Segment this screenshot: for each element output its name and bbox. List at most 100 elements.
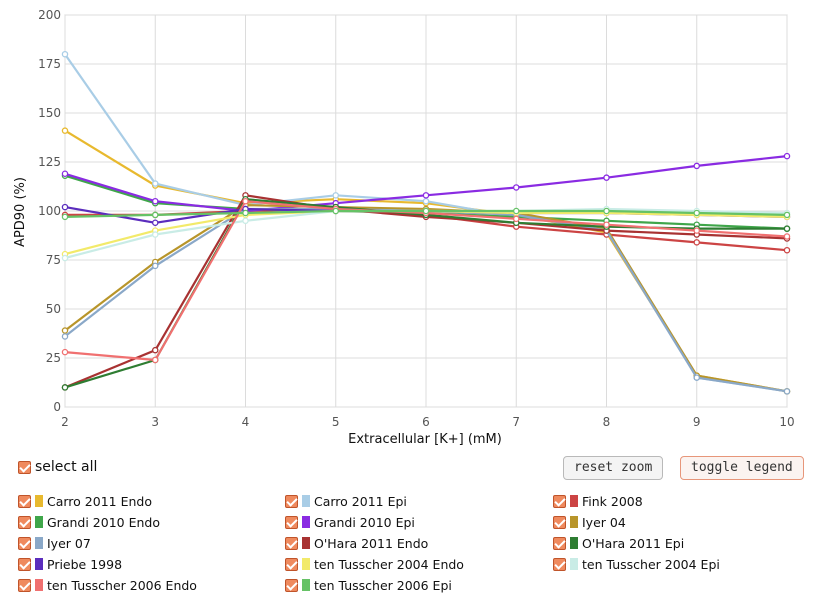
- legend-label: O'Hara 2011 Epi: [582, 535, 685, 551]
- legend-checkbox[interactable]: [285, 578, 298, 592]
- legend-checkbox[interactable]: [18, 494, 31, 508]
- data-point[interactable]: [693, 209, 701, 217]
- legend-swatch: [35, 516, 43, 528]
- chart-controls: select all reset zoom toggle legend: [0, 455, 828, 485]
- data-point[interactable]: [61, 348, 69, 356]
- legend-item[interactable]: ten Tusscher 2004 Endo: [285, 555, 464, 573]
- data-point[interactable]: [242, 217, 249, 225]
- data-point[interactable]: [151, 356, 159, 364]
- legend-label: Fink 2008: [582, 493, 643, 509]
- y-tick-label: 175: [38, 57, 61, 71]
- legend-label: ten Tusscher 2006 Endo: [47, 577, 197, 593]
- data-point[interactable]: [422, 197, 430, 205]
- legend-item[interactable]: Carro 2011 Endo: [18, 492, 152, 510]
- data-point[interactable]: [151, 231, 159, 238]
- legend-item[interactable]: ten Tusscher 2004 Epi: [553, 555, 720, 573]
- select-all-toggle[interactable]: select all: [18, 459, 97, 475]
- x-tick-label: 6: [422, 415, 430, 429]
- legend-checkbox[interactable]: [285, 557, 298, 571]
- legend-item[interactable]: Iyer 07: [18, 534, 91, 552]
- legend-label: Iyer 07: [47, 535, 91, 551]
- data-point[interactable]: [422, 207, 430, 215]
- data-point[interactable]: [603, 221, 610, 228]
- legend-item[interactable]: Grandi 2010 Endo: [18, 513, 160, 531]
- data-point[interactable]: [513, 184, 520, 191]
- series-ten-tusscher-2006-epi: [61, 207, 791, 221]
- data-point[interactable]: [151, 211, 159, 219]
- data-point[interactable]: [61, 50, 69, 58]
- legend-item[interactable]: ten Tusscher 2006 Endo: [18, 576, 197, 594]
- data-point[interactable]: [151, 180, 159, 187]
- y-axis-title: APD90 (%): [13, 177, 28, 247]
- data-point[interactable]: [242, 197, 249, 205]
- y-tick-label: 75: [46, 253, 61, 267]
- legend-label: Iyer 04: [582, 514, 626, 530]
- legend-checkbox[interactable]: [18, 515, 31, 529]
- y-tick-label: 50: [46, 302, 61, 316]
- data-point[interactable]: [603, 174, 610, 181]
- data-point[interactable]: [693, 227, 701, 234]
- data-point[interactable]: [61, 333, 69, 340]
- data-point[interactable]: [151, 219, 159, 227]
- data-point[interactable]: [693, 162, 701, 170]
- legend-checkbox[interactable]: [553, 494, 566, 508]
- y-tick-label: 0: [53, 400, 61, 414]
- legend-checkbox[interactable]: [18, 557, 31, 571]
- legend-item[interactable]: O'Hara 2011 Epi: [553, 534, 684, 552]
- legend-item[interactable]: Carro 2011 Epi: [285, 492, 407, 510]
- data-point[interactable]: [61, 170, 69, 178]
- select-all-checkbox[interactable]: [18, 460, 31, 474]
- reset-zoom-button[interactable]: reset zoom: [563, 456, 664, 480]
- legend-swatch: [35, 558, 43, 570]
- data-point[interactable]: [783, 233, 791, 240]
- data-point[interactable]: [61, 127, 69, 134]
- legend-item[interactable]: Iyer 04: [553, 513, 626, 531]
- data-point[interactable]: [61, 327, 69, 334]
- legend-swatch: [35, 579, 43, 591]
- data-point[interactable]: [603, 207, 610, 215]
- data-point[interactable]: [151, 262, 159, 270]
- legend-item[interactable]: Priebe 1998: [18, 555, 122, 573]
- data-point[interactable]: [783, 225, 791, 232]
- x-tick-label: 4: [242, 415, 250, 429]
- legend-checkbox[interactable]: [553, 536, 566, 550]
- data-point[interactable]: [513, 207, 520, 215]
- data-point[interactable]: [332, 207, 339, 215]
- data-point[interactable]: [242, 209, 249, 217]
- data-point[interactable]: [693, 374, 701, 381]
- data-point[interactable]: [693, 239, 701, 246]
- data-point[interactable]: [513, 215, 520, 223]
- data-point[interactable]: [61, 203, 69, 211]
- legend-swatch: [35, 537, 43, 549]
- legend-swatch: [570, 495, 578, 507]
- data-point[interactable]: [783, 388, 791, 395]
- data-point[interactable]: [332, 192, 339, 199]
- data-point[interactable]: [783, 211, 791, 219]
- legend-checkbox[interactable]: [18, 578, 31, 592]
- legend-label: Grandi 2010 Endo: [47, 514, 160, 530]
- toggle-legend-button[interactable]: toggle legend: [680, 456, 804, 480]
- data-point[interactable]: [422, 192, 430, 199]
- legend-item[interactable]: O'Hara 2011 Endo: [285, 534, 428, 552]
- legend-label: ten Tusscher 2004 Endo: [314, 556, 464, 572]
- legend-checkbox[interactable]: [553, 557, 566, 571]
- legend-checkbox[interactable]: [18, 536, 31, 550]
- data-point[interactable]: [61, 254, 69, 262]
- legend-checkbox[interactable]: [285, 536, 298, 550]
- legend-item[interactable]: Fink 2008: [553, 492, 643, 510]
- data-point[interactable]: [783, 152, 791, 160]
- data-point[interactable]: [151, 346, 159, 354]
- legend-swatch: [570, 516, 578, 528]
- legend-checkbox[interactable]: [285, 494, 298, 508]
- legend-swatch: [302, 537, 310, 549]
- legend-item[interactable]: ten Tusscher 2006 Epi: [285, 576, 452, 594]
- data-point[interactable]: [61, 384, 69, 391]
- data-point[interactable]: [151, 197, 159, 205]
- data-point[interactable]: [61, 213, 69, 221]
- data-point[interactable]: [783, 246, 791, 254]
- legend-checkbox[interactable]: [553, 515, 566, 529]
- legend-label: O'Hara 2011 Endo: [314, 535, 429, 551]
- legend-item[interactable]: Grandi 2010 Epi: [285, 513, 415, 531]
- legend-checkbox[interactable]: [285, 515, 298, 529]
